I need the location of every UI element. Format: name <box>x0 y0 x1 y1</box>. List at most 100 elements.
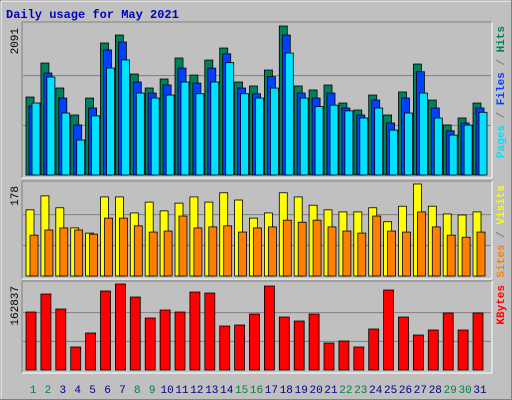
bar <box>100 290 111 371</box>
bar <box>353 346 365 371</box>
bar <box>297 221 307 277</box>
bar <box>418 92 428 176</box>
x-tick-label: 28 <box>429 385 442 397</box>
bar <box>204 292 216 371</box>
bar <box>402 231 411 277</box>
bar <box>299 97 309 176</box>
bar <box>104 217 113 277</box>
bar <box>55 308 67 371</box>
bar <box>208 226 218 277</box>
bar <box>368 328 380 371</box>
bar <box>431 226 441 277</box>
x-tick-label: 6 <box>104 385 111 397</box>
legend-entry: KBytes <box>496 285 508 325</box>
bar <box>178 215 188 277</box>
bar <box>389 129 399 176</box>
x-tick-label: 4 <box>74 385 81 397</box>
bar <box>219 325 231 371</box>
legend: Sites / Visits <box>496 185 508 277</box>
bar <box>85 332 96 371</box>
bar <box>249 313 260 371</box>
bar <box>40 293 52 371</box>
bar <box>323 342 335 371</box>
bar <box>115 283 126 371</box>
bar <box>359 117 369 176</box>
x-tick-label: 27 <box>414 385 427 397</box>
bar <box>478 111 488 176</box>
legend-entry: Visits <box>496 185 508 225</box>
bar <box>61 112 71 176</box>
bar <box>284 52 294 176</box>
bar <box>74 229 84 277</box>
bar <box>404 112 413 176</box>
x-tick-label: 21 <box>324 385 338 397</box>
x-tick-label: 7 <box>119 385 126 397</box>
bar <box>135 92 145 176</box>
x-tick-label: 22 <box>339 385 352 397</box>
x-tick-label: 31 <box>473 385 487 397</box>
bar <box>463 124 473 176</box>
bar <box>133 225 143 277</box>
x-tick-label: 30 <box>458 385 471 397</box>
bar <box>416 211 426 277</box>
x-tick-label: 14 <box>220 385 234 397</box>
x-tick-label: 1 <box>30 385 37 397</box>
bar <box>312 219 322 277</box>
x-tick-label: 13 <box>205 385 218 397</box>
x-tick-label: 8 <box>134 385 141 397</box>
bar <box>25 311 37 371</box>
bar <box>119 217 128 277</box>
bar <box>255 97 264 176</box>
x-tick-label: 25 <box>384 385 397 397</box>
bar <box>342 230 352 277</box>
x-tick-label: 9 <box>149 385 156 397</box>
bar <box>278 316 290 371</box>
x-tick-label: 18 <box>280 385 293 397</box>
bar <box>344 110 354 176</box>
bar <box>427 329 439 371</box>
bar <box>240 93 250 176</box>
legend-entry: Sites <box>496 244 508 277</box>
x-tick-label: 20 <box>309 385 322 397</box>
bar <box>59 227 69 277</box>
x-tick-label: 12 <box>190 385 203 397</box>
bar <box>163 230 173 277</box>
bar <box>267 226 277 277</box>
legend-entry: Pages <box>496 125 508 158</box>
legend: Pages / Files / Hits <box>496 26 508 158</box>
bar <box>374 107 384 176</box>
x-tick-label: 24 <box>369 385 383 397</box>
bar <box>144 317 156 371</box>
y-tick-label: 2091 <box>10 28 22 55</box>
x-tick-label: 10 <box>160 385 173 397</box>
bar <box>121 59 130 176</box>
bar <box>372 215 382 277</box>
legend-separator: / <box>496 105 508 125</box>
x-tick-label: 23 <box>354 385 367 397</box>
x-tick-label: 29 <box>444 385 457 397</box>
bar <box>269 87 279 176</box>
chart-title: Daily usage for May 2021 <box>6 8 179 22</box>
bar <box>89 233 98 277</box>
x-tick-label: 11 <box>175 385 189 397</box>
bar <box>308 313 320 371</box>
legend-separator: / <box>496 225 508 245</box>
bar <box>448 134 458 176</box>
legend-entry: Hits <box>496 26 508 52</box>
bar <box>314 106 324 176</box>
bar <box>476 231 486 277</box>
bar <box>412 334 424 371</box>
bar <box>165 94 175 176</box>
bar <box>398 316 409 371</box>
bar <box>457 329 469 371</box>
bar <box>225 62 235 176</box>
bar <box>461 236 471 277</box>
bar <box>195 93 205 176</box>
legend-separator: / <box>496 52 508 72</box>
bar <box>106 67 115 176</box>
bar <box>174 311 186 371</box>
bar <box>193 227 203 277</box>
x-tick-label: 3 <box>59 385 66 397</box>
